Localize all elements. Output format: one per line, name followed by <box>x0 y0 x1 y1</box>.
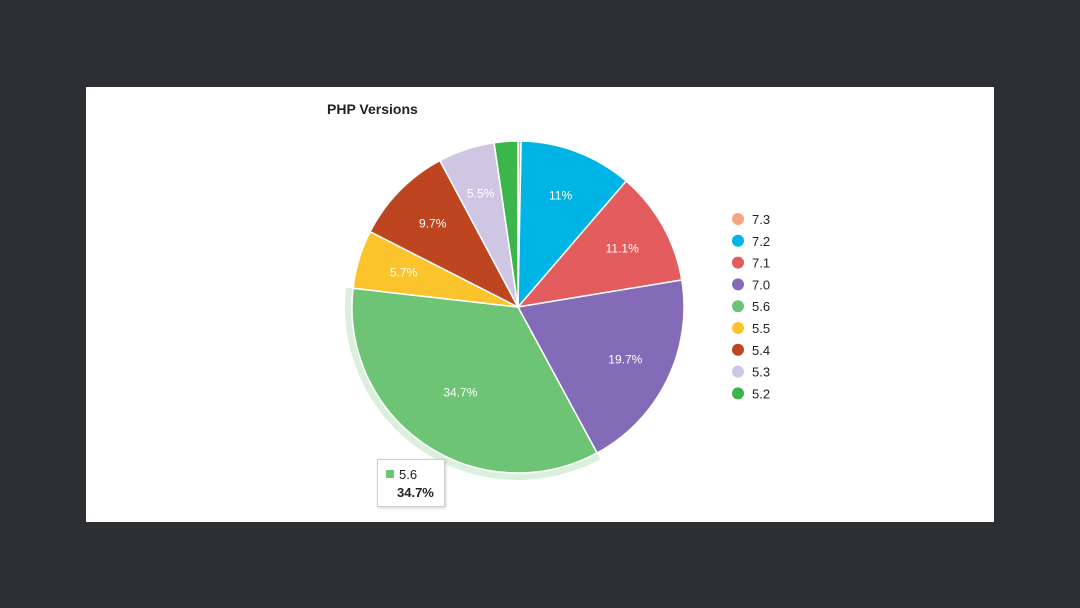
slice-7-0[interactable] <box>516 279 685 454</box>
slice-label-7-1: 11.1% <box>606 241 639 255</box>
slice-label-5-5: 5.7% <box>390 266 418 280</box>
legend-label-7-0[interactable]: 7.0 <box>752 277 770 292</box>
legend: 7.3 7.2 7.1 7.0 5.6 5.5 5.4 5.3 5.2 <box>732 212 770 401</box>
legend-swatch-7-0[interactable] <box>732 278 744 291</box>
tooltip-value: 34.7% <box>397 485 434 500</box>
legend-label-5-2[interactable]: 5.2 <box>752 386 770 401</box>
legend-swatch-5-2[interactable] <box>732 387 744 400</box>
slice-label-5-6: 34.7% <box>443 385 477 399</box>
tooltip: 5.6 34.7% <box>377 459 445 507</box>
legend-label-5-3[interactable]: 5.3 <box>752 365 770 380</box>
legend-label-5-5[interactable]: 5.5 <box>752 321 770 336</box>
pie-chart: PHP Versions 11% 11.1% 19.7% 34.7% 5.7% 9.7% 5… <box>327 101 770 480</box>
slice-label-5-3: 5.5% <box>467 186 495 200</box>
slice-7-2[interactable] <box>517 140 628 310</box>
slice-5-6[interactable] <box>351 287 599 474</box>
slice-label-5-4: 9.7% <box>419 216 447 230</box>
pie-slices <box>345 140 685 480</box>
legend-label-5-6[interactable]: 5.6 <box>752 299 770 314</box>
legend-label-5-4[interactable]: 5.4 <box>752 343 770 358</box>
slice-labels: 11% 11.1% 19.7% 34.7% 5.7% 9.7% 5.5% <box>390 186 643 399</box>
slice-5-4[interactable] <box>369 159 520 309</box>
slice-label-7-0: 19.7% <box>608 353 642 367</box>
tooltip-label: 5.6 <box>399 466 418 482</box>
slice-label-7-2: 11% <box>549 188 572 202</box>
legend-swatch-5-6[interactable] <box>732 300 744 313</box>
legend-swatch-7-2[interactable] <box>732 234 744 247</box>
legend-label-7-1[interactable]: 7.1 <box>752 256 770 271</box>
legend-swatch-5-3[interactable] <box>732 365 744 378</box>
chart-title: PHP Versions <box>327 101 418 117</box>
legend-swatch-5-5[interactable] <box>732 322 744 334</box>
slice-5-2[interactable] <box>493 140 519 308</box>
legend-label-7-3[interactable]: 7.3 <box>752 212 770 227</box>
legend-label-7-2[interactable]: 7.2 <box>752 234 770 249</box>
slice-7-1[interactable] <box>516 180 683 309</box>
legend-swatch-7-3[interactable] <box>732 213 744 225</box>
legend-swatch-5-4[interactable] <box>732 343 744 356</box>
legend-swatch-7-1[interactable] <box>732 256 744 269</box>
chart-card: PHP Versions 11% 11.1% 19.7% 34.7% 5.7% 9.7% 5… <box>86 87 994 522</box>
tooltip-swatch <box>386 470 394 478</box>
